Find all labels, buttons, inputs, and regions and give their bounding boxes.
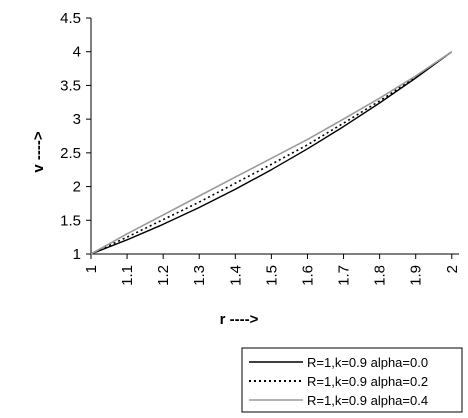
x-tick-label: 1.1 [119, 265, 136, 286]
y-tick-label: 4 [73, 44, 81, 61]
series-line-2 [90, 51, 453, 255]
legend-label-1: R=1,k=0.9 alpha=0.0 [307, 355, 428, 370]
legend-label-2: R=1,k=0.9 alpha=0.2 [307, 374, 428, 389]
x-tick-label: 1.6 [299, 265, 316, 286]
x-tick-label: 1 [83, 265, 100, 273]
y-axis-label: v ----> [30, 131, 47, 172]
x-tick-label: 1.5 [263, 265, 280, 286]
y-tick-label: 4.5 [60, 10, 81, 27]
y-tick-label: 2 [73, 179, 81, 196]
x-tick-label: 1.9 [408, 265, 425, 286]
legend-box [241, 347, 463, 413]
series-line-3 [90, 51, 453, 255]
series-layer [90, 51, 453, 255]
x-tick-label: 1.4 [227, 265, 244, 286]
y-tick-label: 1.5 [60, 212, 81, 229]
x-tick-label: 1.2 [155, 265, 172, 286]
y-tick-label: 1 [73, 246, 81, 263]
legend: R=1,k=0.9 alpha=0.0 R=1,k=0.9 alpha=0.2 R=… [241, 347, 463, 413]
legend-label-3: R=1,k=0.9 alpha=0.4 [307, 393, 428, 408]
y-ticks: 1 1.5 2 2.5 3 3.5 4 4.5 [60, 10, 91, 263]
y-tick-label: 2.5 [60, 145, 81, 162]
x-tick-label: 1.8 [372, 265, 389, 286]
series-line-1 [90, 51, 453, 255]
x-ticks: 1 1.1 1.2 1.3 1.4 1.5 1.6 1.7 1.8 1.9 2 [83, 254, 461, 286]
y-tick-label: 3.5 [60, 77, 81, 94]
x-tick-label: 1.3 [191, 265, 208, 286]
axes [90, 18, 459, 255]
x-tick-label: 1.7 [336, 265, 353, 286]
x-tick-label: 2 [444, 265, 461, 273]
y-tick-label: 3 [73, 111, 81, 128]
x-axis-label: r ----> [220, 311, 259, 328]
